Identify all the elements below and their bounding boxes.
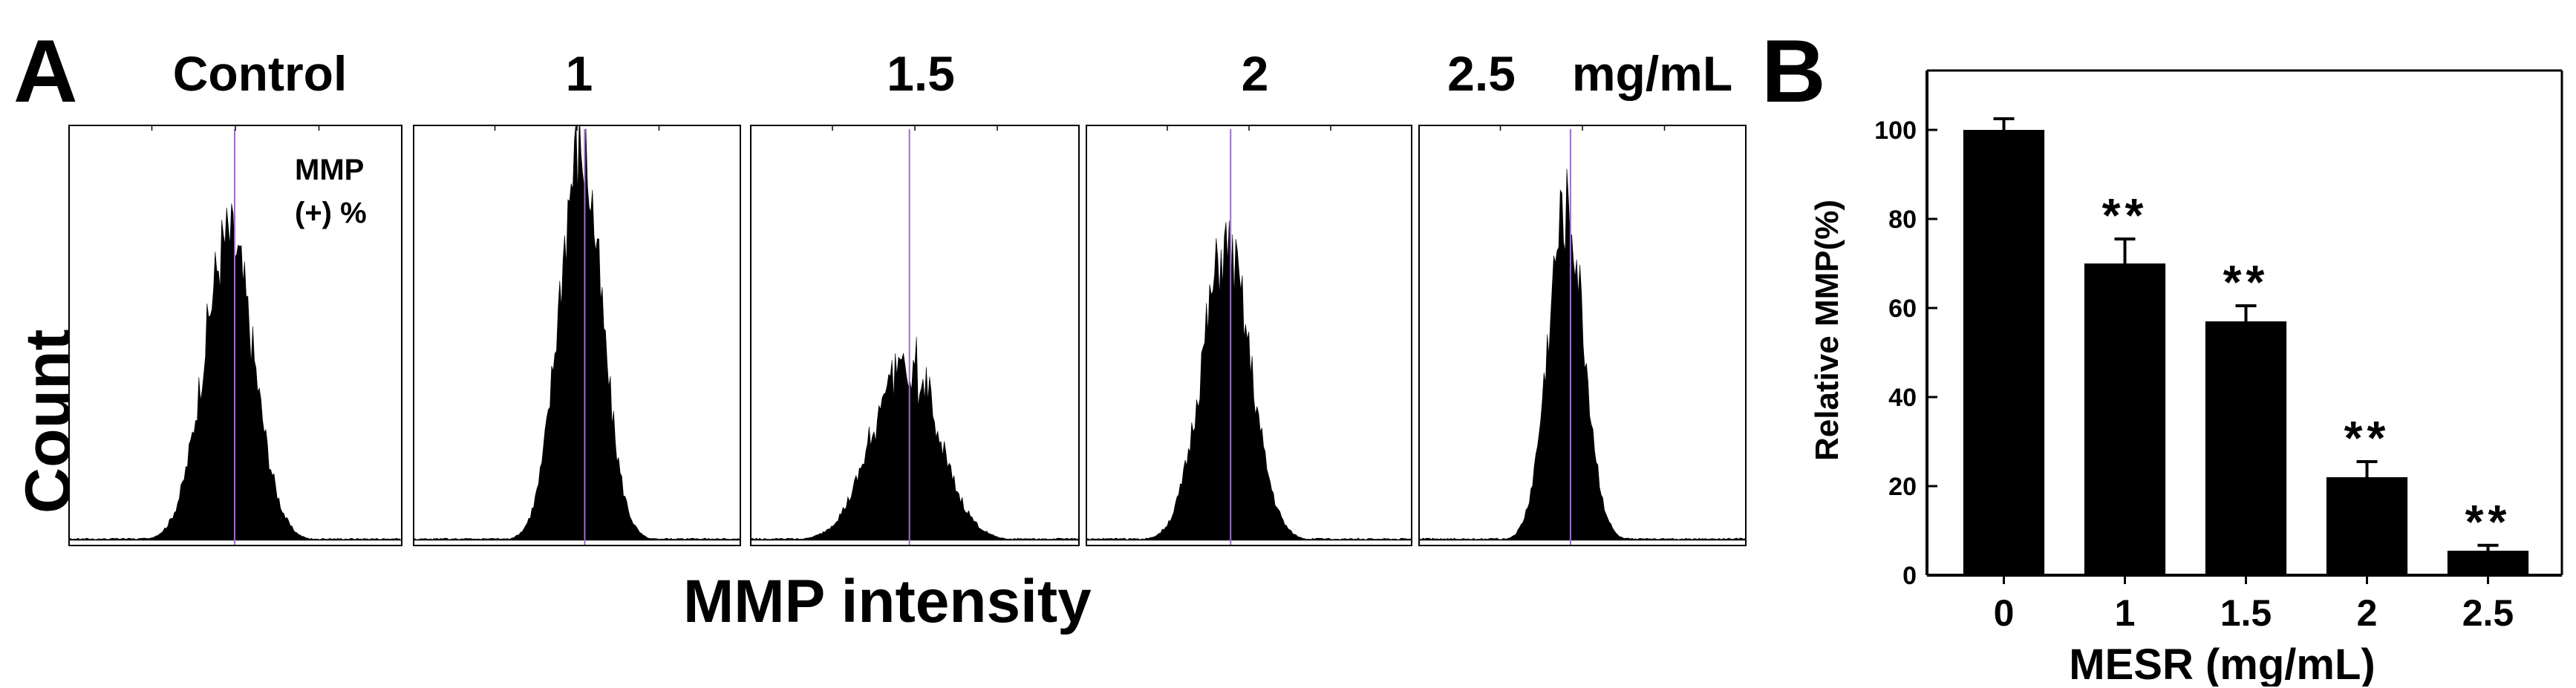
x-tick-label: 1.5 xyxy=(2220,592,2272,634)
y-tick-label: 60 xyxy=(1888,295,1917,323)
histogram-1-5 xyxy=(750,125,1080,546)
y-tick-label: 20 xyxy=(1888,473,1917,501)
mmp-annotation-line1: MMP xyxy=(295,154,365,186)
bar-chart: 0 20 40 60 80 100 0 1 ** 1.5 ** 2 ** 2.5 ** MESR (mg/mL… xyxy=(1809,69,2563,687)
bar-1.5 xyxy=(2205,321,2287,575)
bar-y-axis-label: Relative MMP(%) xyxy=(1809,200,1845,461)
hist-title-2: 2 xyxy=(1241,46,1269,101)
hist-title-control: Control xyxy=(172,46,348,101)
bar-1 xyxy=(2084,263,2166,575)
x-tick-label: 2.5 xyxy=(2462,592,2514,634)
histogram-distribution xyxy=(414,125,740,541)
y-tick-label: 0 xyxy=(1902,562,1917,590)
x-tick-label: 2 xyxy=(2357,592,2378,634)
significance-marker: ** xyxy=(2344,411,2390,465)
histogram-2-5 xyxy=(1418,125,1747,546)
hist-unit-label: mg/mL xyxy=(1571,46,1733,101)
histogram-distribution xyxy=(1086,220,1412,541)
y-tick-label: 100 xyxy=(1874,117,1917,145)
x-tick-label: 0 xyxy=(1994,592,2015,634)
histogram-1 xyxy=(413,125,741,546)
histogram-control xyxy=(68,125,402,546)
mmp-annotation-line2: (+) % xyxy=(295,197,367,229)
bar-2.5 xyxy=(2447,551,2529,575)
hist-title-1: 1 xyxy=(565,46,593,101)
panel-a-letter: A xyxy=(13,22,78,121)
bar-x-axis-label: MESR (mg/mL) xyxy=(2069,641,2375,687)
histogram-distribution xyxy=(1419,168,1746,541)
panel-b-letter: B xyxy=(1761,22,1826,121)
significance-marker: ** xyxy=(2223,255,2269,309)
hist-title-1-5: 1.5 xyxy=(887,46,955,101)
histogram-distribution xyxy=(751,336,1079,541)
y-tick-label: 40 xyxy=(1888,384,1917,412)
bar-0 xyxy=(1963,130,2045,575)
significance-marker: ** xyxy=(2102,189,2148,242)
panel-a-x-axis-label: MMP intensity xyxy=(683,568,1092,635)
hist-title-2-5: 2.5 xyxy=(1447,46,1516,101)
y-tick-label: 80 xyxy=(1888,206,1917,234)
bar-2 xyxy=(2326,477,2408,575)
significance-marker: ** xyxy=(2465,495,2511,548)
histogram-2 xyxy=(1086,125,1412,546)
x-tick-label: 1 xyxy=(2115,592,2136,634)
